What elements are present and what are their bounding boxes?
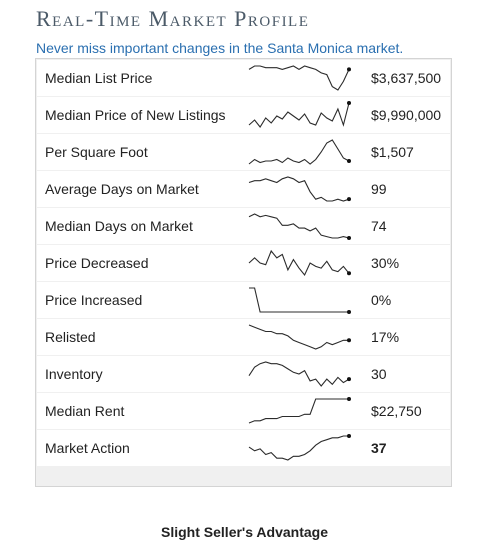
sparkline-path (248, 213, 350, 239)
table-row: Price Decreased 30% (37, 245, 450, 281)
sparkline-path (248, 361, 350, 387)
metric-label: Average Days on Market (45, 181, 199, 197)
metric-label: Median Price of New Listings (45, 107, 226, 123)
sparkline-endpoint (347, 338, 351, 343)
table-row: Relisted 17% (37, 319, 450, 355)
sparkline-path (248, 324, 349, 350)
widget-subtitle: Never miss important changes in the Sant… (36, 40, 404, 56)
trend-sparkline (249, 287, 351, 314)
table-row: Inventory 30 (37, 356, 450, 392)
metric-label: Per Square Foot (45, 144, 148, 160)
metric-label: Market Action (45, 440, 130, 456)
widget-title: Real-Time Market Profile (36, 6, 310, 31)
metric-value: 17% (371, 329, 400, 345)
trend-sparkline (248, 213, 351, 240)
sparkline-path (248, 65, 350, 91)
table-row: Median Rent $22,750 (37, 393, 450, 429)
trend-sparkline (248, 434, 351, 461)
metric-value: $3,637,500 (371, 70, 442, 86)
sparkline-endpoint (347, 67, 351, 72)
metric-value: 37 (371, 440, 387, 456)
table-row: Price Increased 0% (37, 282, 450, 318)
sparkline-path (248, 435, 349, 461)
metric-value: 30 (371, 366, 387, 382)
metric-label: Median List Price (45, 70, 153, 86)
table-row: Median Price of New Listings $9,990,000 (37, 97, 450, 133)
sparkline-path (249, 287, 349, 313)
sparkline-path (248, 249, 350, 277)
metric-value: 0% (371, 292, 392, 308)
market-advantage-label: Slight Seller's Advantage (161, 524, 328, 540)
market-profile-widget: Real-Time Market Profile Never miss impo… (35, 6, 452, 540)
trend-sparkline (248, 65, 351, 91)
trend-sparkline (248, 324, 351, 350)
table-row: Market Action 37 (37, 430, 450, 466)
metric-value: $1,507 (371, 144, 414, 160)
metric-label: Relisted (45, 329, 96, 345)
sparkline-endpoint (347, 434, 351, 438)
sparkline-endpoint (347, 159, 351, 163)
metric-label: Price Decreased (45, 255, 149, 271)
table-row: Per Square Foot $1,507 (37, 134, 450, 170)
metric-value: $9,990,000 (371, 107, 442, 123)
sparkline-endpoint (347, 236, 351, 240)
trend-sparkline (248, 176, 351, 202)
metric-label: Median Rent (45, 403, 125, 419)
sparkline-endpoint (347, 310, 351, 314)
sparkline-path (248, 102, 350, 128)
table-row: Median List Price $3,637,500 (37, 60, 450, 96)
sparkline-path (248, 398, 349, 424)
trend-sparkline (248, 101, 351, 128)
table-row: Average Days on Market 99 (37, 171, 450, 207)
sparkline-endpoint (347, 397, 351, 401)
sparkline-endpoint (347, 271, 351, 276)
metric-value: 99 (371, 181, 387, 197)
trend-sparkline (248, 139, 351, 165)
metric-label: Price Increased (45, 292, 143, 308)
metrics-table: Market Action 37 Median Rent $22,750 Invento… (35, 58, 452, 540)
sparkline-endpoint (347, 377, 351, 382)
metric-value: 74 (371, 218, 387, 234)
sparkline-endpoint (347, 101, 351, 105)
trend-sparkline (248, 249, 351, 277)
sparkline-path (248, 176, 350, 202)
metric-value: 30% (371, 255, 400, 271)
metric-value: $22,750 (371, 403, 422, 419)
sparkline-endpoint (347, 197, 351, 202)
sparkline-path (248, 139, 350, 165)
trend-sparkline (248, 361, 351, 387)
metric-label: Inventory (45, 366, 103, 382)
table-row: Median Days on Market 74 (37, 208, 450, 244)
trend-sparkline (248, 397, 351, 424)
metric-label: Median Days on Market (45, 218, 193, 234)
